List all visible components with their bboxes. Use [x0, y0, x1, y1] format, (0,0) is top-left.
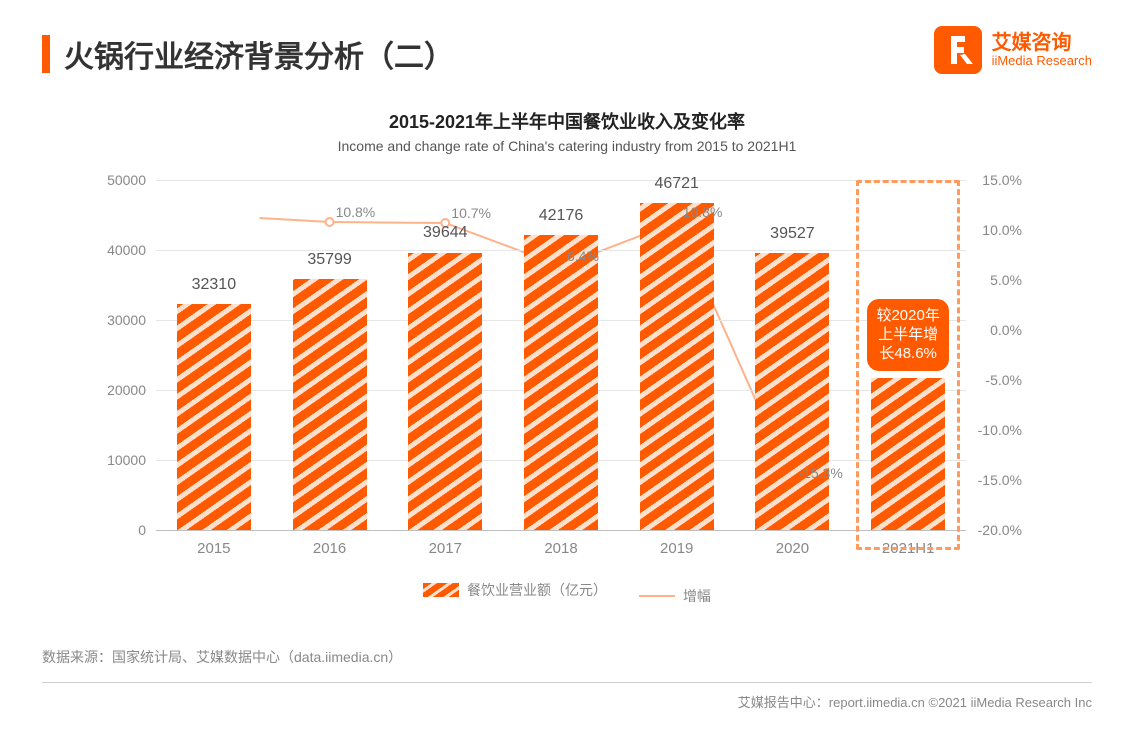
x-label: 2019	[660, 540, 693, 557]
footer-divider	[42, 682, 1092, 683]
x-label: 2015	[197, 540, 230, 557]
chart-titles: 2015-2021年上半年中国餐饮业收入及变化率 Income and chan…	[0, 108, 1134, 154]
line-value-label: -15.3%	[798, 465, 842, 481]
source-label: 数据来源：	[42, 649, 112, 665]
y-right-tick: 10.0%	[968, 222, 1022, 238]
y-right-tick: -10.0%	[968, 422, 1022, 438]
legend-bar: 餐饮业营业额（亿元）	[423, 580, 607, 600]
y-left-tick: 20000	[102, 382, 152, 398]
y-right-tick: 5.0%	[968, 272, 1022, 288]
y-right-tick: 15.0%	[968, 172, 1022, 188]
chart-area: 0 10000 20000 30000 40000 50000 -20.0% -15.0% -…	[102, 168, 1022, 588]
legend-bar-swatch	[423, 583, 459, 597]
y-left-tick: 10000	[102, 452, 152, 468]
y-right-tick: -5.0%	[968, 372, 1022, 388]
y-left-tick: 30000	[102, 312, 152, 328]
bar	[640, 203, 714, 530]
brand-logo: 艾媒咨询 iiMedia Research	[934, 26, 1092, 74]
gridline	[156, 180, 966, 181]
x-label: 2018	[544, 540, 577, 557]
slide-header: 火锅行业经济背景分析（二）	[42, 32, 454, 76]
logo-text-cn: 艾媒咨询	[992, 32, 1092, 54]
chart-legend: 餐饮业营业额（亿元） 增幅	[0, 580, 1134, 606]
logo-text-en: iiMedia Research	[992, 54, 1092, 68]
bar-value-label: 46721	[654, 175, 699, 193]
x-label: 2017	[429, 540, 462, 557]
footer-text: 艾媒报告中心：report.iimedia.cn ©2021 iiMedia R…	[738, 692, 1092, 711]
highlight-box	[856, 180, 960, 550]
bar-value-label: 42176	[539, 207, 584, 225]
x-axis-labels: 2015201620172018201920202021H1	[156, 540, 966, 564]
bar	[524, 235, 598, 530]
line-value-label: 6.4%	[567, 248, 599, 264]
y-right-tick: -15.0%	[968, 472, 1022, 488]
y-left-tick: 50000	[102, 172, 152, 188]
chart-title-cn: 2015-2021年上半年中国餐饮业收入及变化率	[0, 108, 1134, 134]
y-right-axis: -20.0%-15.0%-10.0%-5.0%0.0%5.0%10.0%15.0…	[968, 180, 1022, 530]
plot-area: 32310357993964442176467213952710.8%10.7%…	[156, 180, 966, 530]
bar-value-label: 39527	[770, 225, 815, 243]
line-value-label: 10.8%	[683, 204, 723, 220]
x-label: 2020	[776, 540, 809, 557]
y-left-axis: 01000020000300004000050000	[102, 180, 152, 530]
legend-line-label: 增幅	[683, 586, 711, 606]
slide-title: 火锅行业经济背景分析（二）	[64, 32, 454, 76]
bar	[293, 279, 367, 530]
bar	[408, 253, 482, 531]
line-value-label: 10.8%	[336, 204, 376, 220]
legend-bar-label: 餐饮业营业额（亿元）	[467, 580, 607, 600]
data-source: 数据来源：国家统计局、艾媒数据中心（data.iimedia.cn）	[42, 647, 402, 667]
bar-value-label: 35799	[307, 251, 352, 269]
y-left-tick: 40000	[102, 242, 152, 258]
y-right-tick: 0.0%	[968, 322, 1022, 338]
y-right-tick: -20.0%	[968, 522, 1022, 538]
legend-line-swatch	[639, 595, 675, 597]
header-accent-bar	[42, 35, 50, 73]
x-label: 2016	[313, 540, 346, 557]
bar	[755, 253, 829, 530]
bar-value-label: 39644	[423, 224, 468, 242]
logo-icon	[934, 26, 982, 74]
line-value-label: 10.7%	[451, 205, 491, 221]
source-text: 国家统计局、艾媒数据中心（data.iimedia.cn）	[112, 649, 402, 665]
chart-title-en: Income and change rate of China's cateri…	[0, 138, 1134, 154]
legend-line: 增幅	[639, 586, 711, 606]
bar	[177, 304, 251, 530]
y-left-tick: 0	[102, 522, 152, 538]
bar-value-label: 32310	[192, 276, 237, 294]
x-axis-line	[156, 530, 966, 531]
